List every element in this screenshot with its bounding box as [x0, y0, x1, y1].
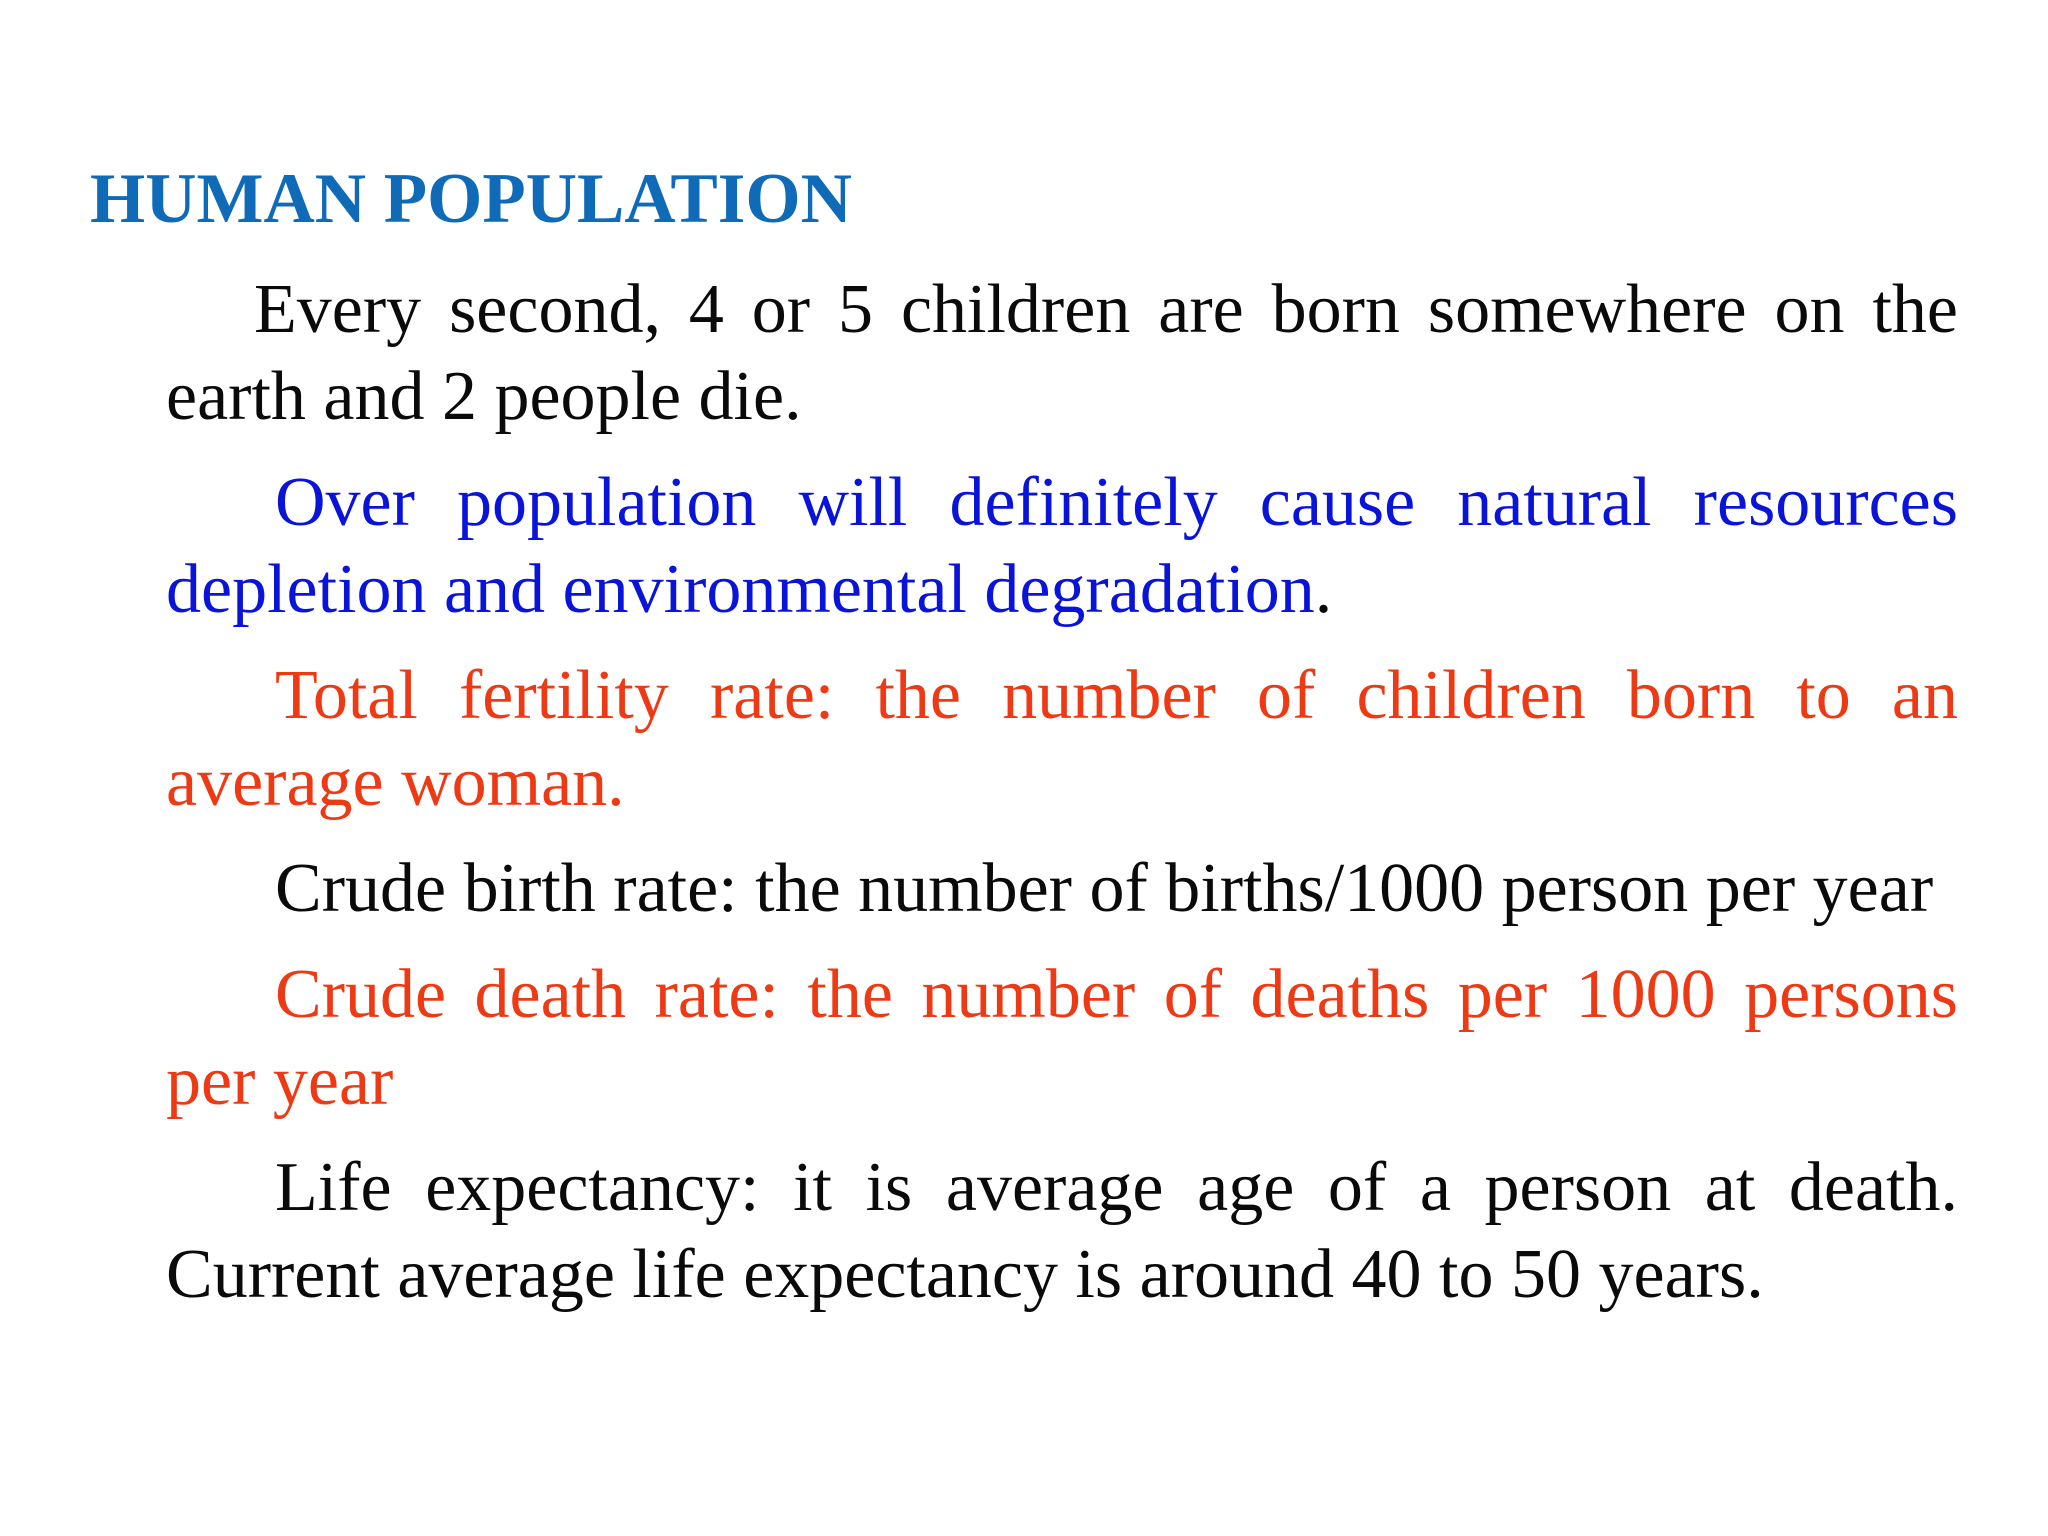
paragraph-period: . [1314, 551, 1333, 628]
paragraph-text: Every second, 4 or 5 children are born s… [166, 271, 1958, 435]
paragraph-life-expectancy: Life expectancy: it is average age of a … [166, 1144, 1958, 1318]
paragraph-crude-birth-rate: Crude birth rate: the number of births/1… [166, 845, 1958, 932]
paragraph-text: Total fertility rate: the number of chil… [166, 657, 1958, 821]
paragraph-text: Over population will definitely cause na… [166, 464, 1958, 628]
slide-body: Every second, 4 or 5 children are born s… [166, 266, 1958, 1337]
paragraph-over-population: Over population will definitely cause na… [166, 459, 1958, 633]
paragraph-birth-death-per-second: Every second, 4 or 5 children are born s… [166, 266, 1958, 440]
paragraph-total-fertility-rate: Total fertility rate: the number of chil… [166, 652, 1958, 826]
paragraph-text: Crude death rate: the number of deaths p… [166, 956, 1958, 1120]
paragraph-text: Life expectancy: it is average age of a … [166, 1149, 1958, 1313]
paragraph-text: Crude birth rate: the number of births/1… [275, 850, 1934, 927]
slide-title: HUMAN POPULATION [90, 160, 852, 238]
paragraph-crude-death-rate: Crude death rate: the number of deaths p… [166, 951, 1958, 1125]
